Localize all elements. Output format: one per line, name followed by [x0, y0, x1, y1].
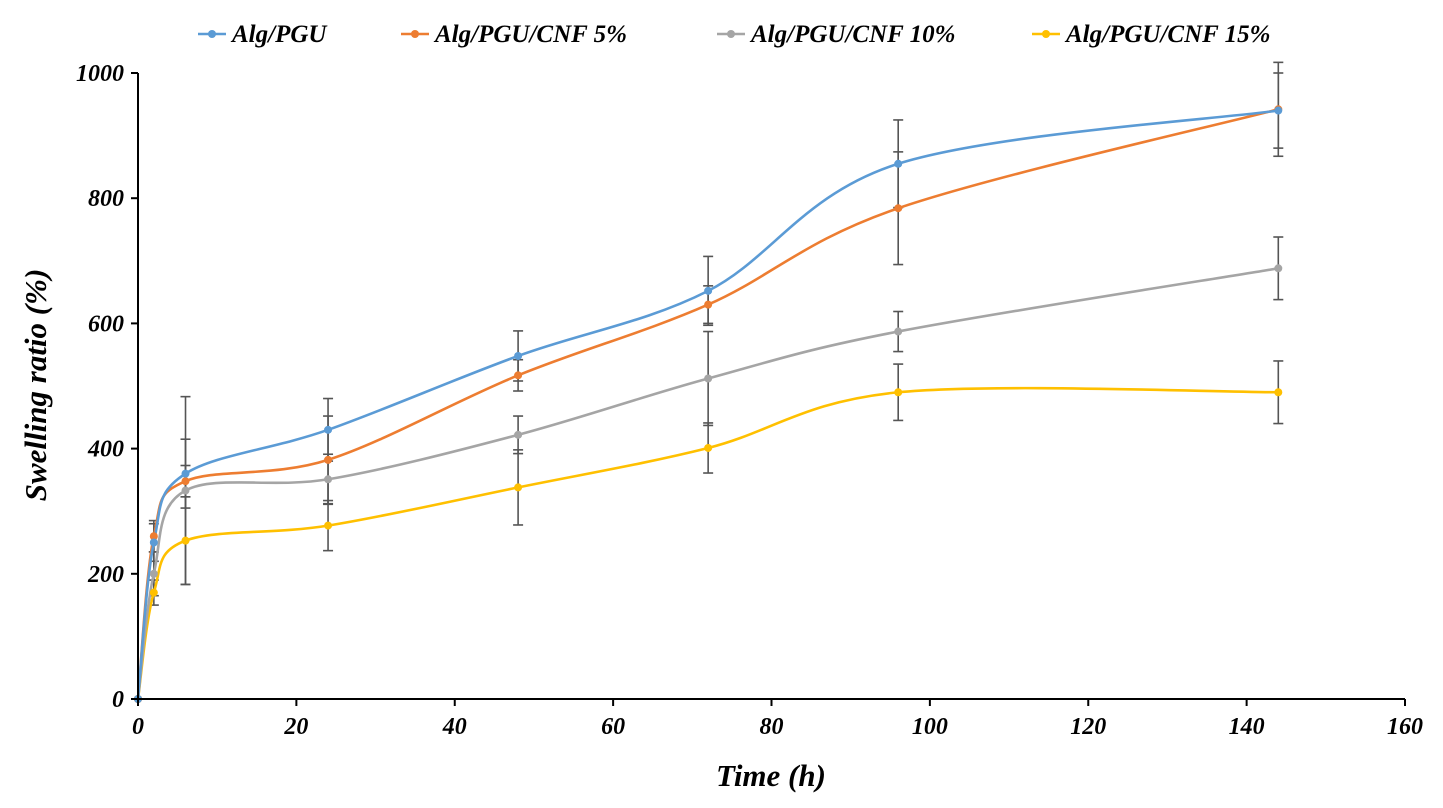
x-tick-label: 40: [442, 714, 467, 740]
x-axis-title: Time (h): [716, 758, 826, 793]
legend-marker-alg-pgu-cnf-15: [1042, 30, 1050, 38]
data-markers: [134, 105, 1283, 703]
x-tick-label: 20: [283, 714, 308, 740]
data-point-alg-pgu-cnf-15: [1274, 388, 1283, 397]
data-point-alg-pgu-cnf-5: [149, 532, 158, 541]
x-tick-label: 60: [601, 714, 625, 740]
y-axis-title: Swelling ratio (%): [18, 269, 53, 502]
y-tick-label: 800: [88, 186, 124, 212]
data-point-alg-pgu-cnf-10: [704, 374, 713, 383]
x-tick-label: 140: [1229, 714, 1265, 740]
x-tick-label: 0: [132, 714, 144, 740]
tick-labels: 0 200 400 600 800 1000 0 20 40 60 80 100 120 140 160: [76, 61, 1423, 740]
error-bars: [148, 61, 1284, 606]
data-point-alg-pgu-cnf-10: [149, 569, 158, 578]
data-point-alg-pgu-cnf-10: [181, 486, 190, 495]
x-tick-label: 160: [1387, 714, 1423, 740]
data-point-alg-pgu: [894, 159, 903, 168]
data-point-alg-pgu-cnf-15: [704, 443, 713, 452]
data-point-alg-pgu-cnf-10: [514, 430, 523, 439]
data-point-alg-pgu-cnf-5: [704, 300, 713, 309]
data-point-alg-pgu-cnf-15: [324, 521, 333, 530]
data-point-alg-pgu: [181, 469, 190, 478]
legend: Alg/PGU Alg/PGU/CNF 5% Alg/PGU/CNF 10% Alg/…: [198, 21, 1270, 48]
data-point-alg-pgu-cnf-10: [1274, 264, 1283, 273]
data-point-alg-pgu-cnf-15: [149, 588, 158, 597]
data-point-alg-pgu: [514, 351, 523, 360]
data-point-alg-pgu-cnf-5: [514, 371, 523, 380]
data-point-alg-pgu-cnf-5: [894, 204, 903, 213]
x-tick-label: 80: [760, 714, 784, 740]
data-point-alg-pgu-cnf-15: [894, 388, 903, 397]
legend-label-alg-pgu: Alg/PGU: [230, 21, 328, 48]
y-tick-label: 0: [112, 687, 124, 713]
x-tick-label: 100: [912, 714, 948, 740]
data-point-alg-pgu-cnf-5: [324, 455, 333, 464]
data-point-alg-pgu-cnf-15: [181, 536, 190, 545]
x-tick-label: 120: [1070, 714, 1106, 740]
legend-marker-alg-pgu: [208, 30, 216, 38]
data-point-alg-pgu-cnf-10: [894, 327, 903, 336]
legend-label-alg-pgu-cnf-5: Alg/PGU/CNF 5%: [433, 21, 627, 48]
data-point-alg-pgu: [324, 425, 333, 434]
y-tick-label: 1000: [76, 61, 124, 87]
data-point-alg-pgu-cnf-5: [181, 477, 190, 486]
data-point-alg-pgu-cnf-15: [514, 483, 523, 492]
axes: [131, 72, 1406, 706]
y-tick-label: 400: [87, 437, 124, 463]
data-point-alg-pgu: [704, 286, 713, 295]
data-point-alg-pgu: [149, 538, 158, 547]
legend-label-alg-pgu-cnf-10: Alg/PGU/CNF 10%: [749, 21, 955, 48]
y-tick-label: 200: [87, 562, 124, 588]
legend-marker-alg-pgu-cnf-5: [411, 30, 419, 38]
y-tick-label: 600: [88, 311, 124, 337]
data-point-alg-pgu: [1274, 106, 1283, 115]
data-point-alg-pgu-cnf-10: [324, 475, 333, 484]
legend-marker-alg-pgu-cnf-10: [727, 30, 735, 38]
legend-label-alg-pgu-cnf-15: Alg/PGU/CNF 15%: [1064, 21, 1270, 48]
